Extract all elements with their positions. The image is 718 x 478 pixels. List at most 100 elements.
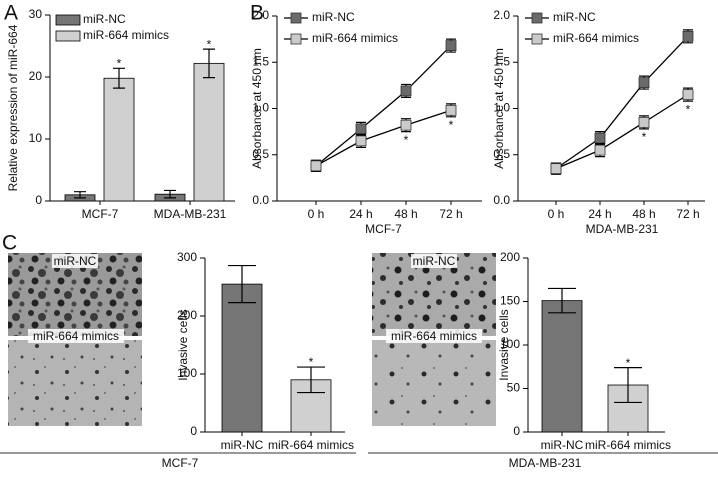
significance: * [207,37,212,51]
marker [594,132,606,144]
marker [445,104,457,116]
legend-swatch [55,14,81,26]
x-tick-label: 0 h [308,207,325,221]
error-bar [614,367,642,404]
line [555,35,689,170]
x-axis-label: MDA-MB-231 [586,222,659,236]
y-tick-label: 1.5 [252,54,269,68]
x-tick-label: miR-664 mimics [268,438,354,452]
micrograph [8,340,142,426]
error-bar [548,287,576,314]
error-bar [228,264,256,304]
legend-swatch [531,33,543,45]
significance: * [449,118,454,132]
y-tick-label: 200 [177,308,197,322]
x-tick-label: 24 h [588,207,611,221]
marker [682,30,694,42]
significance: * [686,102,691,116]
bar [103,77,135,202]
bar [541,300,583,433]
significance: * [642,130,647,144]
y-tick-label: 2.0 [252,8,269,22]
panel-label: A [4,2,18,25]
bar [193,62,225,202]
line [315,109,452,167]
panel-label: B [250,2,264,25]
marker [310,160,322,172]
marker [594,144,606,156]
marker [400,85,412,97]
label-bg [28,329,124,343]
significance: * [117,56,122,70]
y-tick-label: 0.0 [252,193,269,207]
y-tick-label: 1.0 [252,101,269,115]
y-tick-label: 150 [500,294,520,308]
legend-label: miR-664 mimics [83,28,169,42]
legend-label: miR-664 mimics [553,31,639,45]
label-bg [386,329,482,343]
image-label: miR-NC [54,254,97,268]
y-tick-label: 20 [29,69,43,83]
legend-label: miR-NC [312,10,355,24]
x-tick-label: miR-NC [541,438,584,452]
significance: * [626,356,631,370]
y-tick-label: 100 [177,366,197,380]
significance: * [309,355,314,369]
marker [638,116,650,128]
marker [682,89,694,101]
marker [355,123,367,135]
y-tick-label: 30 [29,7,43,21]
panel-label: C [2,232,17,255]
legend-label: miR-NC [83,12,126,26]
x-axis-label: MCF-7 [365,222,402,236]
legend-swatch [290,33,302,45]
y-tick-label: 200 [500,250,520,264]
group-label: MCF-7 [162,456,199,470]
y-tick-label: 0.0 [493,193,510,207]
error-bar [203,48,215,79]
y-tick-label: 0 [190,424,197,438]
marker [445,40,457,51]
x-tick-label: 72 h [439,207,462,221]
x-tick-label: 48 h [632,207,655,221]
y-tick-label: 0.5 [493,147,510,161]
legend-label: miR-NC [553,10,596,24]
label-bg [411,254,457,268]
legend-label: miR-664 mimics [312,31,398,45]
y-axis-label: Relative expression of miR-664 [6,24,20,191]
x-tick-label: 48 h [394,207,417,221]
y-tick-label: 0.5 [252,147,269,161]
marker [400,119,412,131]
significance: * [404,133,409,147]
x-tick-label: miR-664 mimics [585,438,671,452]
y-tick-label: 100 [500,337,520,351]
bar [221,283,263,433]
x-tick-label: 0 h [548,207,565,221]
legend-swatch [290,12,302,24]
line [555,94,689,170]
y-tick-label: 0 [35,193,42,207]
marker [550,163,562,175]
x-tick-label: MDA-MB-231 [154,207,227,221]
y-axis-label: Absorbance at 450 nm [492,48,506,169]
legend-swatch [55,30,81,42]
x-tick-label: miR-NC [221,438,264,452]
error-bar [297,366,325,394]
error-bar [164,189,176,199]
line [315,45,452,167]
label-bg [52,254,98,268]
y-axis-label: Invasive cells [176,309,190,380]
y-tick-label: 300 [177,250,197,264]
y-tick-label: 10 [29,131,43,145]
image-label: miR-NC [413,254,456,268]
error-bar [113,67,125,89]
group-label: MDA-MB-231 [509,456,582,470]
x-tick-label: 72 h [676,207,699,221]
error-bar [74,191,86,199]
image-label: miR-664 mimics [391,329,477,343]
y-tick-label: 0 [513,424,520,438]
marker [638,77,650,88]
y-axis-label: Absorbance at 450 nm [250,48,264,169]
marker [355,135,367,147]
